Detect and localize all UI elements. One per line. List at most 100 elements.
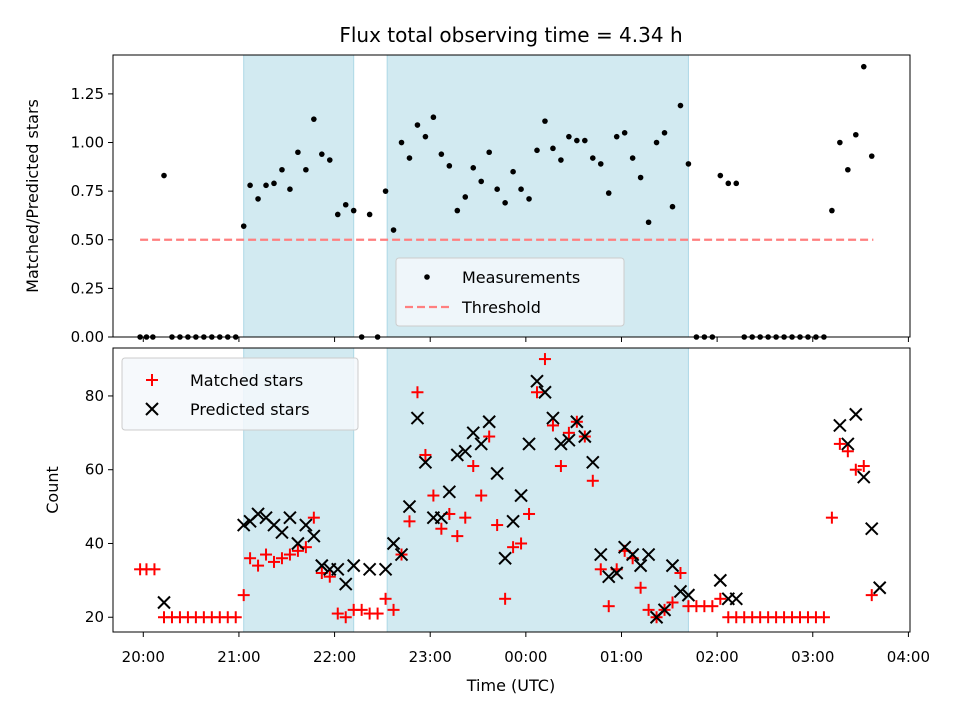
- matched-star-point: [586, 474, 599, 487]
- measurement-point: [582, 137, 588, 144]
- matched-star-point: [387, 603, 400, 616]
- matched-star-point: [674, 566, 687, 579]
- predicted-cross-b: [490, 466, 504, 481]
- predicted-cross-b: [362, 562, 377, 577]
- predicted-star-point: [482, 415, 496, 429]
- matched-star-point: [275, 552, 288, 565]
- x-tick-label: 03:00: [791, 648, 834, 666]
- predicted-star-point: [275, 525, 289, 540]
- top-y-axis-label: Matched/Predicted stars: [23, 99, 42, 293]
- measurement-point: [502, 200, 508, 206]
- predicted-cross-b: [275, 525, 289, 540]
- predicted-star-point: [490, 466, 504, 481]
- matched-star-points: [134, 353, 878, 624]
- y-tick-label: 40: [85, 534, 104, 552]
- bottom-legend: Matched stars Predicted stars: [121, 357, 359, 431]
- matched-star-point: [252, 559, 265, 572]
- predicted-star-point: [514, 488, 528, 503]
- measurement-point: [271, 180, 277, 187]
- measurement-point: [829, 207, 835, 214]
- predicted-star-point: [386, 536, 401, 551]
- predicted-cross-b: [237, 518, 251, 532]
- predicted-star-point: [474, 437, 488, 451]
- predicted-cross-b: [841, 437, 855, 451]
- matched-star-point: [499, 592, 512, 605]
- matched-star-point: [459, 511, 472, 524]
- measurement-point: [661, 129, 668, 136]
- predicted-star-point: [299, 518, 313, 532]
- predicted-star-point: [849, 407, 863, 422]
- predicted-cross-b: [554, 437, 568, 451]
- y-tick-label: 0.25: [71, 279, 104, 297]
- measurement-point: [326, 157, 333, 163]
- measurement-point: [669, 203, 676, 210]
- x-tick-label: 00:00: [504, 648, 547, 666]
- measurement-point: [685, 161, 692, 167]
- predicted-cross-b: [522, 437, 536, 451]
- matched-star-point: [642, 603, 655, 616]
- matched-star-point: [411, 386, 424, 399]
- matched-star-point: [562, 426, 575, 439]
- predicted-cross-b: [251, 507, 265, 521]
- matched-star-point: [602, 600, 615, 613]
- matched-star-point: [475, 489, 488, 502]
- measurement-point: [319, 151, 325, 157]
- predicted-star-point: [657, 603, 672, 617]
- measurement-point: [837, 139, 843, 146]
- predicted-cross-b: [673, 584, 688, 599]
- matched-star-point: [849, 463, 862, 476]
- measurement-point: [247, 182, 253, 189]
- measurement-point: [853, 131, 859, 138]
- predicted-cross-b: [617, 540, 632, 554]
- predicted-star-point: [594, 547, 608, 562]
- predicted-star-point: [625, 547, 640, 562]
- measurement-point: [311, 116, 317, 122]
- predicted-cross-b: [865, 522, 879, 536]
- measurement-point: [574, 137, 580, 144]
- predicted-cross-b: [346, 558, 361, 573]
- legend-matched-marker: [146, 374, 158, 386]
- predicted-star-point: [237, 518, 251, 532]
- predicted-star-point: [554, 437, 568, 451]
- matched-star-point: [483, 430, 496, 443]
- predicted-cross-b: [578, 429, 592, 444]
- predicted-cross-b: [498, 551, 512, 565]
- matched-star-point: [634, 581, 647, 594]
- matched-star-point: [323, 570, 336, 583]
- measurement-point: [494, 186, 500, 192]
- top-panel: 0.00 0.25 0.50 0.75 1.00 1.25 Matched/Predict…: [23, 54, 911, 346]
- predicted-star-point: [609, 566, 624, 580]
- matched-star-point: [467, 460, 480, 473]
- predicted-cross-b: [530, 374, 544, 388]
- matched-star-point: [515, 537, 528, 550]
- measurement-point: [295, 149, 301, 156]
- measurement-point: [462, 194, 469, 200]
- top-x-ticks: [142, 337, 909, 342]
- predicted-cross-b: [157, 595, 171, 610]
- predicted-cross-b: [641, 547, 656, 562]
- predicted-cross-b: [538, 385, 552, 399]
- matched-star-point: [833, 437, 846, 450]
- matched-star-point: [714, 592, 727, 605]
- predicted-cross-b: [331, 562, 345, 577]
- predicted-star-point: [458, 444, 472, 458]
- matched-star-point: [523, 507, 536, 520]
- measurement-point: [406, 155, 413, 161]
- matched-star-point: [538, 353, 551, 366]
- predicted-star-point: [546, 411, 560, 425]
- predicted-star-point: [713, 573, 728, 588]
- measurement-point: [621, 129, 628, 136]
- legend-measurements-label: Measurements: [462, 268, 580, 287]
- measurement-point: [637, 174, 644, 181]
- measurement-point: [613, 133, 620, 140]
- measurement-point: [263, 182, 269, 189]
- predicted-star-point: [681, 588, 696, 602]
- predicted-cross-b: [873, 581, 887, 595]
- predicted-star-point: [418, 455, 433, 470]
- predicted-cross-b: [267, 518, 281, 532]
- predicted-star-point: [442, 485, 457, 499]
- y-tick-label: 0.00: [71, 328, 104, 346]
- measurement-point: [470, 165, 477, 171]
- predicted-cross-b: [506, 514, 520, 529]
- predicted-star-point: [157, 595, 171, 610]
